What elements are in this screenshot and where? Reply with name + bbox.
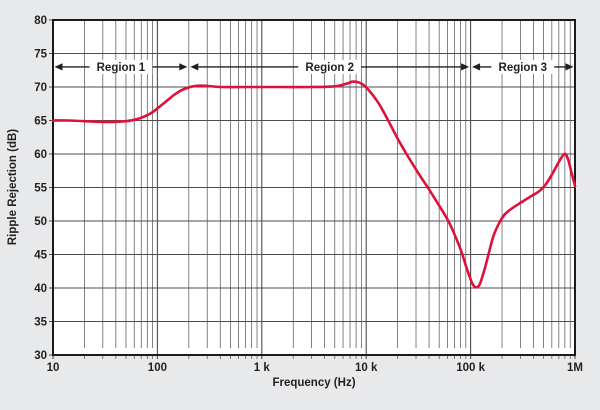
x-tick-label: 1M	[567, 362, 583, 374]
x-tick-label: 1 k	[254, 362, 271, 374]
y-tick-label: 35	[34, 317, 47, 329]
region-arrowhead-right	[179, 63, 188, 71]
region-arrowhead-left	[472, 63, 481, 71]
y-tick-label: 80	[34, 15, 47, 27]
x-axis-title: Frequency (Hz)	[272, 377, 356, 389]
region-arrowhead-right	[461, 63, 470, 71]
region-label: Region 1	[97, 62, 146, 74]
y-tick-label: 70	[34, 82, 47, 94]
region-label-background	[298, 59, 362, 74]
y-tick-label: 40	[34, 283, 47, 295]
region-arrowhead-left	[190, 63, 199, 71]
region-arrowhead-left	[54, 63, 63, 71]
x-tick-label: 10 k	[355, 362, 378, 374]
x-tick-label: 10	[47, 362, 60, 374]
region-label: Region 2	[305, 62, 354, 74]
y-axis-title: Ripple Rejection (dB)	[7, 128, 19, 246]
region-label: Region 3	[499, 62, 548, 74]
y-tick-label: 45	[34, 250, 47, 262]
x-tick-label: 100 k	[456, 362, 485, 374]
y-tick-label: 60	[34, 149, 47, 161]
y-tick-label: 55	[34, 183, 47, 195]
region-arrowhead-right	[565, 63, 574, 71]
y-tick-label: 30	[34, 350, 47, 362]
ripple-rejection-curve	[51, 80, 577, 289]
y-tick-label: 50	[34, 216, 47, 228]
plot-frame	[52, 19, 576, 356]
x-tick-label: 100	[148, 362, 167, 374]
region-label-background	[491, 59, 555, 74]
y-tick-label: 65	[34, 116, 47, 128]
y-tick-label: 75	[34, 49, 47, 61]
region-label-background	[89, 59, 153, 74]
